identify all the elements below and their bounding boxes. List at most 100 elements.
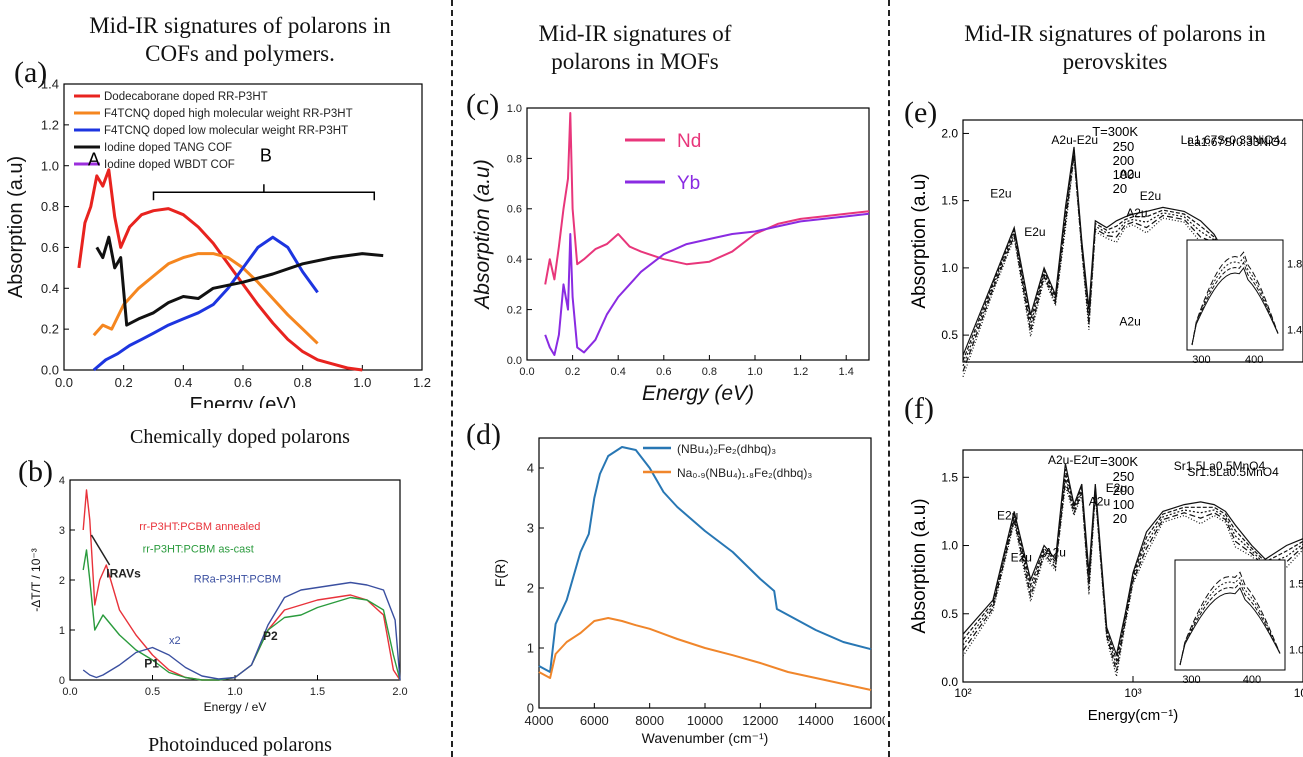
y-tick-label: 3	[527, 521, 534, 536]
chart-b: 0.0 0.5 1.0 1.5 2.0 0 1 2 3 4 Energy / eV -ΔT/T / 1…	[29, 475, 408, 714]
y-tick-label: 1.0	[941, 539, 958, 553]
inset-curve-1	[1191, 261, 1279, 346]
y-tick-label: 0.8	[507, 153, 522, 165]
section-title-perovskites: Mid-IR signatures of polarons in perovsk…	[964, 21, 1266, 74]
legend-label-2: F4TCNQ doped low molecular weight RR-P3H…	[104, 125, 348, 137]
section-title-mofs: Mid-IR signatures of polarons in MOFs	[538, 21, 732, 74]
x-tick-label: 6000	[580, 713, 609, 728]
x-tick-label: 0.0	[55, 375, 73, 390]
x-tick-label: 1.2	[793, 366, 808, 378]
legend-label-1: F4TCNQ doped high molecular weight RR-P3…	[104, 108, 353, 120]
caption-photoinduced: Photoinduced polarons	[148, 734, 332, 756]
annotation-x2: x2	[169, 635, 181, 647]
legend-entry-1: 200	[1113, 483, 1135, 498]
temperature-curve-0	[962, 463, 1303, 657]
series-label-1: rr-P3HT:PCBM as-cast	[143, 544, 254, 556]
inset-frame	[1174, 559, 1286, 671]
y-axis-label: F(R)	[492, 559, 508, 587]
annotation-A: A	[88, 150, 100, 170]
y-tick-label: 1	[527, 641, 534, 656]
compound-label: La1.67Sr0.33NiO4	[1187, 135, 1287, 149]
y-tick-label: 0	[59, 675, 65, 687]
inset-x-tick-label: 300	[1192, 354, 1210, 366]
mode-label-0: A2u-E2u	[1048, 453, 1095, 467]
legend-entry-0: 250	[1113, 469, 1135, 484]
x-tick-label: 1.4	[839, 366, 854, 378]
y-tick-label: 4	[527, 461, 534, 476]
x-tick-label: 1.2	[413, 375, 431, 390]
chart-f: 0.0 0.5 1.0 1.5 10² 10³ 10⁴ Absorption (a.u) Ene…	[909, 449, 1303, 724]
inset-y-tick-label: 1.0	[1289, 645, 1303, 657]
x-tick-label: 1.0	[747, 366, 762, 378]
y-axis-label: Absorption (a.u)	[909, 173, 930, 308]
series-line-1	[538, 617, 872, 691]
mode-label-4: A2u	[1126, 206, 1147, 220]
x-tick-label: 0.8	[702, 366, 717, 378]
y-tick-label: 2	[59, 575, 65, 587]
x-tick-label: 0.4	[174, 375, 192, 390]
legend-entry-2: 100	[1113, 497, 1135, 512]
legend-label-1: Na₀.₉(NBu₄)₁.₈Fe₂(dhbq)₃	[677, 466, 812, 480]
y-tick-label: 1.0	[41, 158, 59, 173]
legend-entry-3: 20	[1113, 181, 1127, 196]
mode-label-1: E2u	[990, 186, 1011, 200]
y-tick-label: 0.5	[941, 607, 958, 621]
plot-frame	[526, 107, 870, 361]
inset-curve-0	[1191, 266, 1279, 346]
x-tick-label: 0.2	[565, 366, 580, 378]
y-axis-label: Absorption (a.u)	[5, 156, 27, 298]
x-tick-label: 10⁴	[1294, 686, 1303, 700]
y-axis-label: Absorption (a.u)	[471, 159, 494, 310]
legend-entry-1: 200	[1113, 153, 1135, 168]
panel-label-a: (a)	[14, 56, 48, 89]
inset-y-tick-label: 1.8	[1287, 259, 1302, 271]
x-tick-label: 0.5	[145, 686, 160, 698]
legend-title: T=300K	[1092, 124, 1138, 139]
series-line-1	[544, 212, 870, 356]
temperature-curve-2	[962, 474, 1303, 666]
legend-label-0: Nd	[677, 131, 701, 152]
inset-y-tick-label: 1.5	[1289, 579, 1303, 591]
mode-label-3: A2u	[1045, 546, 1066, 560]
panel-label-e: (e)	[904, 96, 938, 129]
inset-frame	[1186, 239, 1284, 351]
y-tick-label: 0.0	[41, 363, 59, 378]
x-tick-label: 1.5	[310, 686, 325, 698]
x-tick-label: 2.0	[392, 686, 407, 698]
series-line-2	[92, 235, 319, 372]
legend-label-0: Dodecaborane doped RR-P3HT	[104, 91, 268, 103]
mode-label-6: A2u	[1119, 315, 1140, 329]
panel-label-c: (c)	[466, 88, 500, 121]
legend-title: T=300K	[1092, 454, 1138, 469]
annotation-B: B	[260, 146, 272, 166]
y-tick-label: 0.8	[41, 199, 59, 214]
y-tick-label: 1.4	[41, 78, 59, 92]
y-tick-label: 1	[59, 625, 65, 637]
annotation-p1: P1	[144, 657, 159, 671]
inset-curve-0	[1179, 587, 1281, 666]
y-tick-label: 0	[527, 701, 534, 716]
x-tick-label: 0.8	[294, 375, 312, 390]
mode-label-3: A2u	[1119, 167, 1140, 181]
x-tick-label: 1.0	[227, 686, 242, 698]
mode-label-5: E2u	[1106, 481, 1127, 495]
series-line-0	[77, 168, 363, 372]
x-tick-label: 12000	[742, 713, 778, 728]
compound-label-f: Sr1.5La0.5MnO4	[1174, 459, 1266, 473]
x-tick-label: 8000	[635, 713, 664, 728]
x-axis-label: Energy (eV)	[190, 394, 297, 408]
temperature-curve-4	[962, 485, 1303, 677]
x-tick-label: 0.6	[234, 375, 252, 390]
x-tick-label: 10000	[687, 713, 723, 728]
series-line-0	[544, 112, 870, 285]
compound-label: Sr1.5La0.5MnO4	[1187, 465, 1279, 479]
x-tick-label: 14000	[798, 713, 834, 728]
y-tick-label: 0.4	[41, 281, 59, 296]
y-tick-label: 0.2	[41, 322, 59, 337]
mode-label-5: E2u	[1140, 189, 1161, 203]
x-tick-label: 0.0	[62, 686, 77, 698]
inset-curve-2	[1191, 256, 1279, 346]
annotation-p2: P2	[263, 629, 278, 643]
series-line-2	[82, 581, 401, 681]
y-tick-label: 2	[527, 581, 534, 596]
